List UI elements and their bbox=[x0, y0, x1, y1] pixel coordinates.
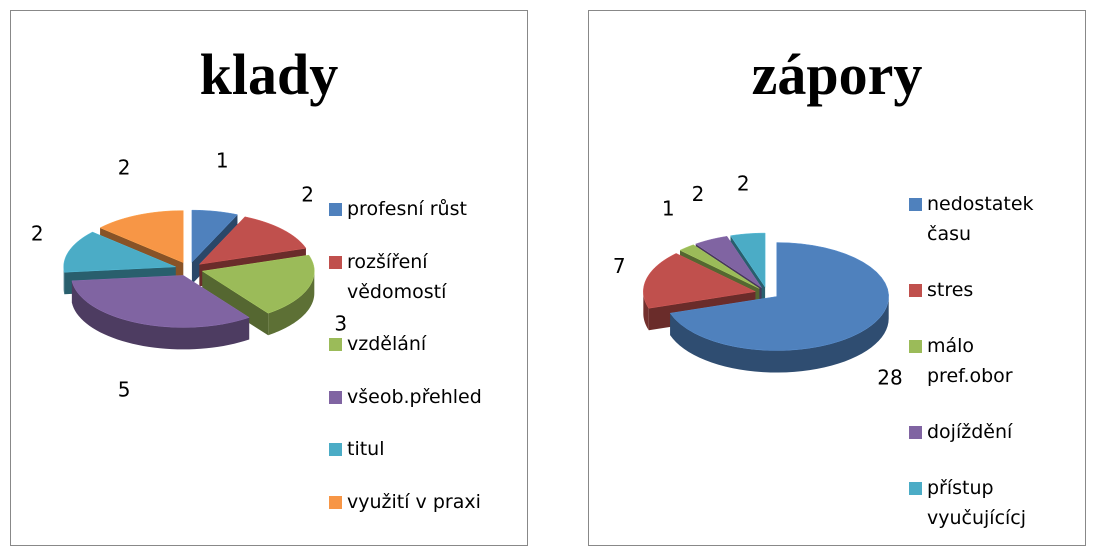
legend-label: stres bbox=[927, 279, 974, 301]
legend-swatch bbox=[909, 284, 922, 297]
data-label: 2 bbox=[737, 172, 750, 196]
legend-item: přístup vyučujícícj bbox=[909, 473, 1044, 533]
data-label: 2 bbox=[118, 156, 131, 180]
data-label: 2 bbox=[31, 222, 44, 246]
pie-slice bbox=[99, 210, 184, 263]
data-label: 2 bbox=[301, 182, 314, 206]
legend-item: vzdělání bbox=[329, 329, 519, 359]
legend-label: nedostatek času bbox=[927, 193, 1034, 245]
legend-label: rozšíření vědomostí bbox=[347, 250, 447, 303]
pie-slice bbox=[679, 244, 760, 289]
pie-slice bbox=[63, 231, 176, 273]
slice-wall bbox=[63, 266, 65, 295]
legend-label: titul bbox=[347, 438, 385, 461]
legend-item: stres bbox=[909, 275, 1044, 305]
legend-item: využití v praxi bbox=[329, 487, 519, 517]
legend-label: využití v praxi bbox=[347, 490, 481, 513]
pie-slice bbox=[695, 236, 762, 288]
pie-slice bbox=[71, 275, 250, 328]
legend-label: přístup vyučujícícj bbox=[927, 477, 1027, 529]
pie-slice bbox=[201, 254, 315, 314]
legend-swatch bbox=[909, 482, 922, 495]
legend-item: všeob.přehled bbox=[329, 382, 519, 412]
legend-label: dojíždění bbox=[927, 421, 1013, 443]
pie-slice bbox=[198, 216, 307, 265]
pie-slice bbox=[730, 232, 766, 288]
data-label: 1 bbox=[216, 148, 229, 172]
legend-item: titul bbox=[329, 434, 519, 464]
data-label: 2 bbox=[692, 182, 705, 206]
chart-panel: zápory 28 7 1 2 2 nedostatek času stres málo p… bbox=[588, 10, 1086, 546]
data-label: 28 bbox=[877, 366, 902, 390]
legend: profesní růst rozšíření vědomostí vzdělání… bbox=[329, 183, 519, 528]
legend-item: profesní růst bbox=[329, 194, 519, 224]
data-label: 7 bbox=[613, 254, 626, 278]
pie-slice bbox=[669, 242, 889, 351]
pie-slice bbox=[191, 209, 238, 263]
chart-title: zápory bbox=[751, 42, 923, 107]
pie-area: 1 2 3 5 2 2 bbox=[31, 148, 347, 401]
data-label: 5 bbox=[118, 377, 131, 401]
legend-swatch bbox=[909, 340, 922, 353]
legend: nedostatek času stres málo pref.obor dojížd… bbox=[909, 176, 1044, 546]
pie-slice bbox=[643, 253, 757, 309]
legend-label: všeob.přehled bbox=[347, 385, 482, 408]
legend-item: málo pref.obor bbox=[909, 331, 1044, 391]
legend-label: vzdělání bbox=[347, 333, 427, 356]
chart-title: klady bbox=[199, 42, 339, 107]
data-label: 3 bbox=[334, 311, 347, 335]
slice-wall bbox=[643, 291, 649, 331]
legend-item: nedostatek času bbox=[909, 189, 1044, 249]
legend-swatch bbox=[329, 338, 342, 352]
chart-panel: klady 1 2 3 5 2 2 profesní růst rozšíření vědo… bbox=[10, 10, 528, 546]
slice-wall bbox=[71, 280, 250, 350]
data-label: 1 bbox=[662, 196, 675, 220]
legend-swatch bbox=[329, 495, 342, 509]
slice-wall bbox=[670, 296, 889, 373]
legend-swatch bbox=[329, 390, 342, 404]
legend-item: rozšíření vědomostí bbox=[329, 247, 519, 307]
legend-swatch bbox=[909, 198, 922, 211]
slice-side bbox=[202, 271, 269, 336]
legend-swatch bbox=[329, 255, 342, 269]
legend-swatch bbox=[909, 426, 922, 439]
legend-label: málo pref.obor bbox=[927, 335, 1013, 387]
legend-label: profesní růst bbox=[347, 198, 467, 221]
legend-item: dojíždění bbox=[909, 417, 1044, 447]
legend-swatch bbox=[329, 443, 342, 457]
slice-wall bbox=[268, 271, 315, 336]
legend-swatch bbox=[329, 203, 342, 217]
